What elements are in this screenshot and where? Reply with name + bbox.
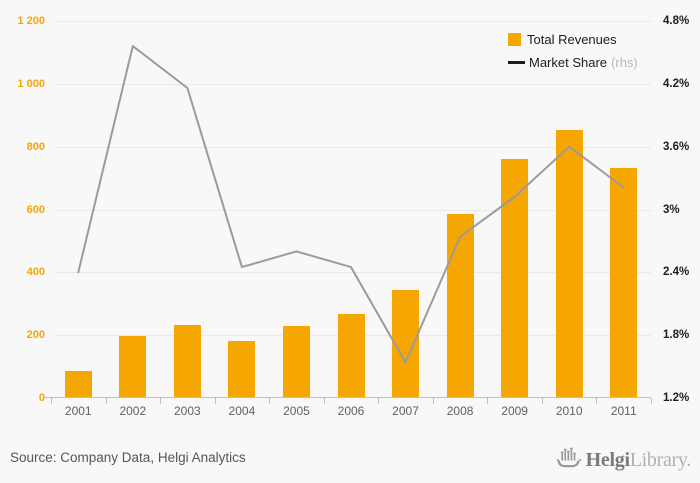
x-axis-label-2001: 2001: [64, 404, 92, 418]
x-axis-tick: [214, 398, 216, 404]
x-axis-tick: [323, 398, 325, 404]
source-note: Source: Company Data, Helgi Analytics: [10, 450, 246, 465]
x-axis-tick: [160, 398, 162, 404]
right-axis-tick-label: 4.8%: [663, 15, 690, 27]
x-axis-tick: [51, 398, 52, 404]
left-axis-tick-label: 1 200: [17, 15, 45, 27]
x-axis-tick: [105, 398, 107, 404]
left-axis-tick-label: 600: [26, 203, 45, 216]
gridline: [55, 21, 651, 22]
logo-text-library: Library.: [629, 449, 692, 471]
bar-2004[interactable]: [228, 340, 256, 398]
legend-rhs-note: (rhs): [611, 54, 638, 70]
right-axis-tick-label: 1.2%: [663, 392, 690, 404]
left-axis-tick-label: 0: [38, 392, 45, 404]
legend-label-total-revenues: Total Revenues: [527, 31, 617, 47]
x-axis-label-2004: 2004: [228, 404, 256, 418]
bar-2005[interactable]: [282, 326, 310, 398]
legend-label-market-share: Market Share: [529, 54, 608, 70]
bar-2006[interactable]: [337, 313, 365, 398]
right-axis-tick-label: 4.2%: [663, 77, 690, 90]
legend-item-total-revenues[interactable]: Total Revenues: [508, 29, 638, 49]
x-axis-label-2005: 2005: [283, 404, 310, 418]
bar-2002[interactable]: [119, 335, 147, 398]
bar-2009[interactable]: [501, 158, 529, 398]
x-axis-tick: [432, 398, 434, 404]
right-axis-tick-label: 2.4%: [663, 266, 690, 279]
legend: Total Revenues Market Share (rhs): [508, 29, 638, 75]
x-axis-tick: [378, 398, 380, 404]
gridline: [55, 83, 651, 85]
right-axis-tick-label: 3.6%: [663, 140, 690, 153]
left-axis-tick-label: 1 000: [17, 77, 45, 90]
x-axis-label-2003: 2003: [174, 404, 201, 418]
line-swatch-icon: [508, 60, 525, 64]
bar-2001[interactable]: [64, 370, 92, 398]
x-axis-label-2006: 2006: [337, 404, 365, 418]
plot-area: [51, 21, 651, 398]
bar-2003[interactable]: [173, 324, 201, 398]
bar-2011[interactable]: [610, 168, 638, 398]
helgi-library-logo[interactable]: Helgi Library.: [556, 445, 691, 471]
x-axis-label-2008: 2008: [446, 404, 474, 418]
legend-item-market-share[interactable]: Market Share (rhs): [508, 52, 638, 72]
x-axis-tick: [269, 398, 271, 404]
left-axis-tick-label: 200: [26, 329, 45, 342]
x-axis-tick: [596, 398, 598, 404]
x-axis-label-2007: 2007: [392, 404, 419, 418]
left-axis-tick-label: 400: [26, 266, 45, 279]
right-axis-tick-label: 3%: [663, 203, 680, 216]
x-axis-tick: [651, 398, 652, 404]
x-axis-label-2009: 2009: [501, 404, 528, 418]
x-axis-label-2011: 2011: [610, 404, 637, 418]
x-axis-label-2002: 2002: [119, 404, 147, 418]
x-axis-tick: [541, 398, 543, 404]
x-axis-label-2010: 2010: [555, 404, 583, 418]
left-axis-tick-label: 800: [26, 140, 45, 153]
bar-2007[interactable]: [392, 289, 420, 398]
logo-text-helgi: Helgi: [585, 449, 630, 471]
bar-2010[interactable]: [555, 129, 583, 398]
right-axis-tick-label: 1.8%: [663, 329, 690, 342]
bar-swatch-icon: [508, 32, 521, 46]
viking-ship-icon: [556, 447, 581, 468]
x-axis-tick: [487, 398, 489, 404]
x-axis-line: [44, 397, 651, 398]
bar-2008[interactable]: [446, 214, 474, 398]
